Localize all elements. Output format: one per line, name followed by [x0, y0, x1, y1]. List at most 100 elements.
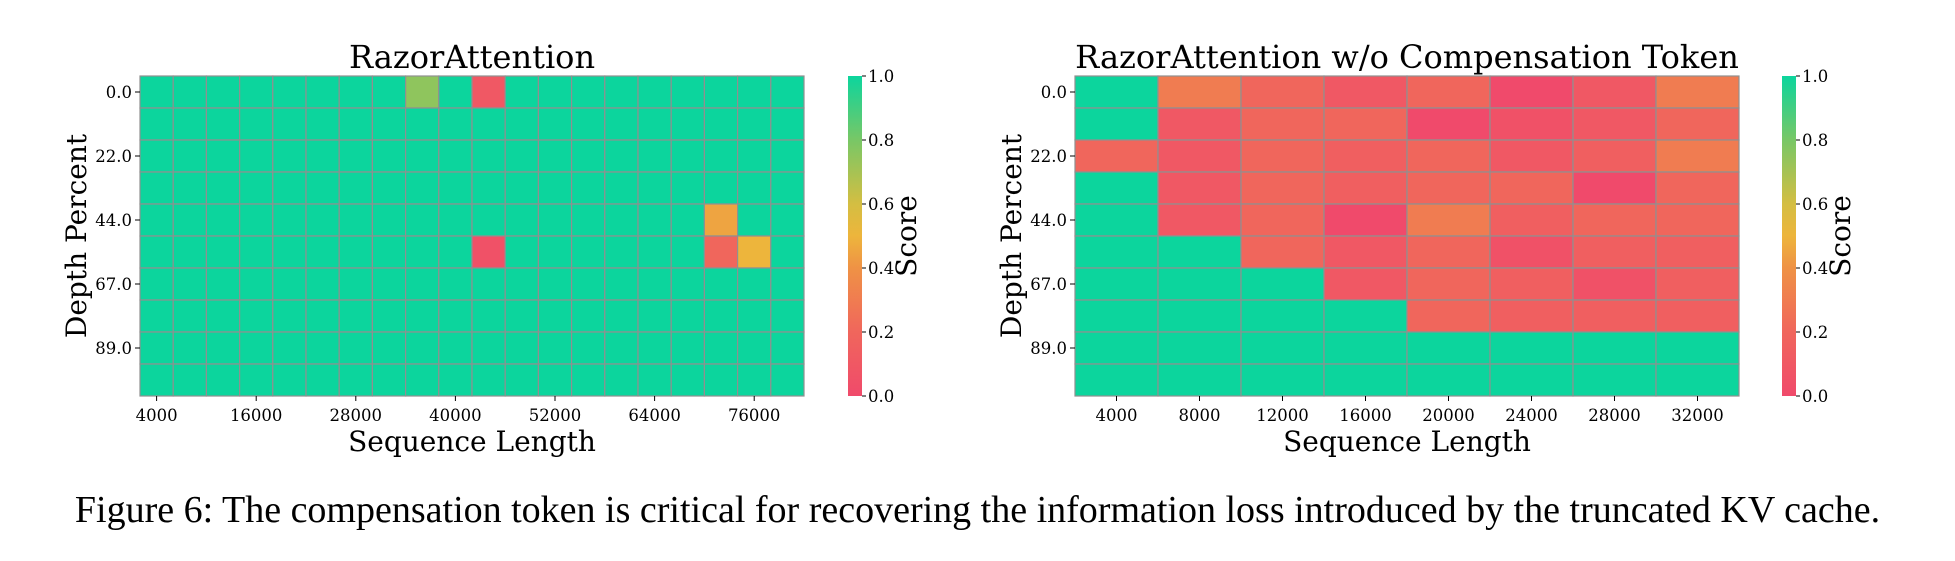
heatmap-cell: [438, 235, 473, 269]
heatmap-cell: [338, 331, 374, 365]
heatmap-cell: [604, 299, 639, 333]
y-axis-label: Depth Percent: [995, 133, 1028, 338]
heatmap-cell: [1074, 107, 1159, 141]
heatmap-cell: [1074, 363, 1159, 397]
y-tick-label: 89.0: [95, 339, 132, 358]
heatmap-cell: [438, 299, 473, 333]
heatmap-cell: [1074, 75, 1159, 109]
x-tick-label: 16000: [1339, 406, 1392, 425]
heatmap-cell: [537, 235, 573, 269]
heatmap-cell: [703, 75, 739, 109]
heatmap-cell: [703, 139, 739, 173]
heatmap-cell: [670, 331, 706, 365]
heatmap-cell: [1074, 235, 1159, 269]
colorbar-tick-label: 0.0: [868, 387, 894, 406]
heatmap-cell: [471, 107, 506, 141]
heatmap-cell: [1655, 363, 1740, 397]
heatmap-cell: [438, 75, 473, 109]
heatmap-cell: [570, 299, 606, 333]
heatmap-cell: [139, 139, 174, 173]
heatmap-cell: [239, 235, 274, 269]
heatmap-cell: [205, 75, 241, 109]
heatmap-cell: [172, 331, 207, 365]
heatmap-cell: [604, 107, 639, 141]
heatmap-cell: [471, 331, 506, 365]
y-tick-label: 44.0: [95, 211, 132, 230]
heatmap-cell: [272, 75, 307, 109]
heatmap-cell: [172, 363, 207, 397]
heatmap-cell: [1489, 107, 1574, 141]
heatmap-cell: [405, 363, 440, 397]
heatmap-cell: [371, 171, 407, 205]
heatmap-cell: [239, 139, 274, 173]
heatmap-cell: [670, 203, 706, 237]
heatmap-cell: [637, 235, 672, 269]
heatmap-cell: [1572, 107, 1657, 141]
y-tick-label: 22.0: [95, 147, 132, 166]
heatmap-cell: [1406, 267, 1491, 301]
heatmap-cell: [1406, 299, 1491, 333]
heatmap-cell: [637, 363, 672, 397]
heatmap-cell: [504, 267, 540, 301]
heatmap-cell: [670, 235, 706, 269]
heatmap-cell: [405, 235, 440, 269]
heatmap-cell: [1489, 331, 1574, 365]
heatmap-cell: [405, 267, 440, 301]
y-tick-label: 0.0: [106, 83, 132, 102]
heatmap-cell: [172, 299, 207, 333]
heatmap-cell: [1489, 75, 1574, 109]
heatmap-cell: [305, 203, 340, 237]
heatmap-cell: [1489, 171, 1574, 205]
heatmap-cell: [604, 331, 639, 365]
chart-title: RazorAttention w/o Compensation Token: [1075, 38, 1739, 76]
heatmap-cell: [272, 107, 307, 141]
heatmap-cell: [1157, 171, 1242, 205]
heatmap-cell: [1240, 75, 1325, 109]
x-tick-label: 64000: [628, 406, 681, 425]
heatmap-cell: [1489, 139, 1574, 173]
heatmap-cell: [570, 363, 606, 397]
y-tick-label: 67.0: [95, 275, 132, 294]
x-tick-label: 4000: [1096, 406, 1138, 425]
heatmap-cell: [736, 203, 772, 237]
heatmap-cell: [1157, 139, 1242, 173]
heatmap-cell: [1406, 363, 1491, 397]
colorbar-tick-label: 0.4: [868, 259, 894, 278]
y-tick-label: 44.0: [1030, 211, 1067, 230]
heatmap-cell: [504, 171, 540, 205]
heatmap-cell: [1572, 363, 1657, 397]
heatmap-cell: [736, 235, 772, 269]
colorbar-tick-label: 0.8: [1802, 131, 1828, 150]
heatmap-cell: [703, 203, 739, 237]
heatmap-cell: [438, 139, 473, 173]
heatmap-cell: [272, 171, 307, 205]
heatmap-cell: [670, 363, 706, 397]
heatmap-cell: [371, 107, 407, 141]
heatmap-cell: [670, 299, 706, 333]
x-tick-label: 4000: [136, 406, 178, 425]
colorbar: 0.0 0.2 0.4 0.6 0.8 1.0 Score: [848, 67, 923, 406]
heatmap-cell: [405, 75, 440, 109]
heatmap-cell: [1323, 235, 1408, 269]
heatmap-cell: [172, 139, 207, 173]
heatmap-cell: [1572, 267, 1657, 301]
colorbar-tick-label: 0.0: [1802, 387, 1828, 406]
heatmap-cell: [305, 235, 340, 269]
heatmap-cell: [139, 171, 174, 205]
heatmap-cell: [1655, 331, 1740, 365]
heatmap-cell: [604, 171, 639, 205]
heatmap-cell: [1655, 75, 1740, 109]
heatmap-cell: [570, 235, 606, 269]
y-tick-label: 22.0: [1030, 147, 1067, 166]
heatmap-cell: [1323, 75, 1408, 109]
heatmap-cell: [239, 267, 274, 301]
heatmap-cell: [205, 107, 241, 141]
heatmap-cell: [438, 171, 473, 205]
heatmap-cell: [205, 331, 241, 365]
heatmap-cell: [703, 331, 739, 365]
heatmap-cell: [637, 107, 672, 141]
heatmap-cell: [504, 139, 540, 173]
heatmap-cell: [537, 203, 573, 237]
heatmap-cell: [537, 267, 573, 301]
heatmap-cell: [471, 171, 506, 205]
